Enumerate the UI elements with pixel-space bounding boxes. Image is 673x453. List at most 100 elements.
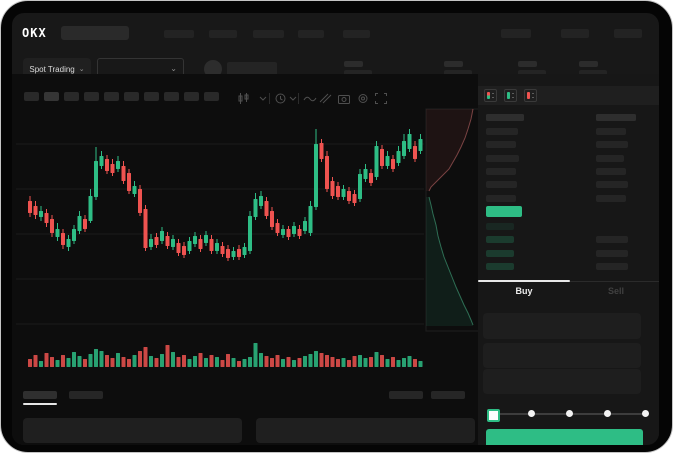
- timeframe-button-6[interactable]: [124, 92, 139, 101]
- ask-price-bar[interactable]: [486, 168, 516, 175]
- tab-sell[interactable]: Sell: [607, 286, 624, 296]
- candle-body: [391, 159, 395, 169]
- candle-body: [336, 186, 340, 197]
- buy-submit-button[interactable]: [486, 429, 643, 445]
- volume-bar: [83, 359, 87, 367]
- ask-price-bar[interactable]: [486, 128, 518, 135]
- nav-item-2[interactable]: [209, 30, 237, 38]
- depth-bids-area: [426, 197, 473, 326]
- volume-bar: [176, 357, 181, 367]
- chevron-down-icon: ⌄: [78, 66, 85, 73]
- bid-price-bar[interactable]: [486, 263, 514, 270]
- volume-bar: [248, 357, 252, 367]
- slider-stop-25[interactable]: [528, 410, 535, 417]
- chevron-down-icon[interactable]: [259, 93, 267, 104]
- timeframe-button-5[interactable]: [104, 92, 119, 101]
- candle-body: [270, 211, 274, 227]
- bid-price-bar[interactable]: [486, 223, 514, 230]
- candle-body: [242, 247, 247, 255]
- timeframe-button-4[interactable]: [84, 92, 99, 101]
- nav-item-4[interactable]: [298, 30, 324, 38]
- fullscreen-icon[interactable]: [375, 93, 387, 104]
- okx-logo[interactable]: OKX: [22, 26, 47, 40]
- candle-body: [72, 229, 76, 241]
- volume-bar: [336, 359, 340, 367]
- bid-price-bar[interactable]: [486, 250, 514, 257]
- bottom-tab[interactable]: [69, 391, 103, 399]
- candle-body: [264, 201, 269, 216]
- total-input[interactable]: [483, 369, 641, 394]
- ask-price-bar[interactable]: [486, 141, 516, 148]
- ticker-stat-value-3: [518, 70, 546, 77]
- nav-item-5[interactable]: [343, 30, 370, 38]
- volume-bar: [143, 347, 148, 367]
- volume-bar: [33, 355, 38, 367]
- timeframe-button-7[interactable]: [144, 92, 159, 101]
- nav-item-3[interactable]: [253, 30, 284, 38]
- volume-bar: [314, 351, 318, 367]
- wave-icon[interactable]: [303, 93, 317, 104]
- trendline-icon[interactable]: [319, 93, 332, 104]
- price-input[interactable]: [483, 313, 641, 339]
- slider-stop-50[interactable]: [566, 410, 573, 417]
- last-price-badge[interactable]: [486, 206, 522, 217]
- bid-price-bar[interactable]: [486, 236, 514, 243]
- candle-body: [55, 229, 60, 237]
- camera-icon[interactable]: [338, 93, 350, 104]
- volume-bar: [330, 357, 335, 367]
- bottom-action-placeholder[interactable]: [389, 391, 423, 399]
- slider-stop-100[interactable]: [642, 410, 649, 417]
- book-buys-icon[interactable]: [504, 89, 517, 102]
- nav-item-1[interactable]: [164, 30, 194, 38]
- candle-body: [193, 236, 197, 244]
- candle-body: [121, 166, 126, 181]
- ask-price-bar[interactable]: [486, 181, 517, 188]
- volume-bar: [215, 357, 219, 367]
- search-input[interactable]: [61, 26, 129, 40]
- candlestick-chart[interactable]: [12, 74, 478, 445]
- timeframe-button-3[interactable]: [64, 92, 79, 101]
- gear-icon[interactable]: [357, 93, 369, 104]
- ask-amount-bar: [596, 141, 628, 148]
- timeframe-button-9[interactable]: [184, 92, 199, 101]
- candle-body: [110, 164, 115, 173]
- book-sells-icon[interactable]: [524, 89, 537, 102]
- candle-body: [358, 174, 362, 199]
- ask-price-bar[interactable]: [486, 155, 519, 162]
- timeframe-button-1[interactable]: [24, 92, 39, 101]
- ask-price-bar[interactable]: [486, 195, 516, 202]
- candle-body: [149, 239, 153, 247]
- candle-body: [297, 229, 302, 236]
- candle-body: [99, 156, 104, 166]
- amount-input[interactable]: [483, 343, 641, 368]
- orderbook-toolbar: [478, 86, 659, 105]
- candle-body: [220, 246, 225, 254]
- slider-stop-0[interactable]: [487, 409, 500, 422]
- candle-body: [83, 219, 87, 229]
- nav-right-item-3[interactable]: [614, 29, 642, 38]
- timeframe-button-2[interactable]: [44, 92, 59, 101]
- candle-body: [204, 235, 208, 243]
- depth-asks-line: [428, 108, 474, 192]
- nav-right-item-1[interactable]: [501, 29, 531, 38]
- bottom-action-placeholder[interactable]: [431, 391, 465, 399]
- nav-right-item-2[interactable]: [561, 29, 589, 38]
- candles-icon[interactable]: [238, 93, 251, 104]
- ticker-stat-label-4: [579, 61, 598, 67]
- orders-panel-placeholder: [23, 418, 242, 443]
- volume-bar: [253, 343, 258, 367]
- timeframe-button-8[interactable]: [164, 92, 179, 101]
- depth-asks-area: [426, 109, 473, 191]
- orderbook-amount-header: [596, 114, 636, 121]
- bottom-tab-active[interactable]: [23, 391, 57, 399]
- volume-bar: [198, 353, 203, 367]
- book-split-icon[interactable]: [484, 89, 497, 102]
- timeframe-button-10[interactable]: [204, 92, 219, 101]
- chevron-down-icon[interactable]: [289, 93, 297, 104]
- clock-icon[interactable]: [275, 93, 286, 104]
- depth-chart: [425, 108, 480, 332]
- volume-bar: [374, 352, 379, 367]
- tab-buy[interactable]: Buy: [515, 286, 533, 296]
- slider-stop-75[interactable]: [604, 410, 611, 417]
- candle-body: [39, 211, 43, 217]
